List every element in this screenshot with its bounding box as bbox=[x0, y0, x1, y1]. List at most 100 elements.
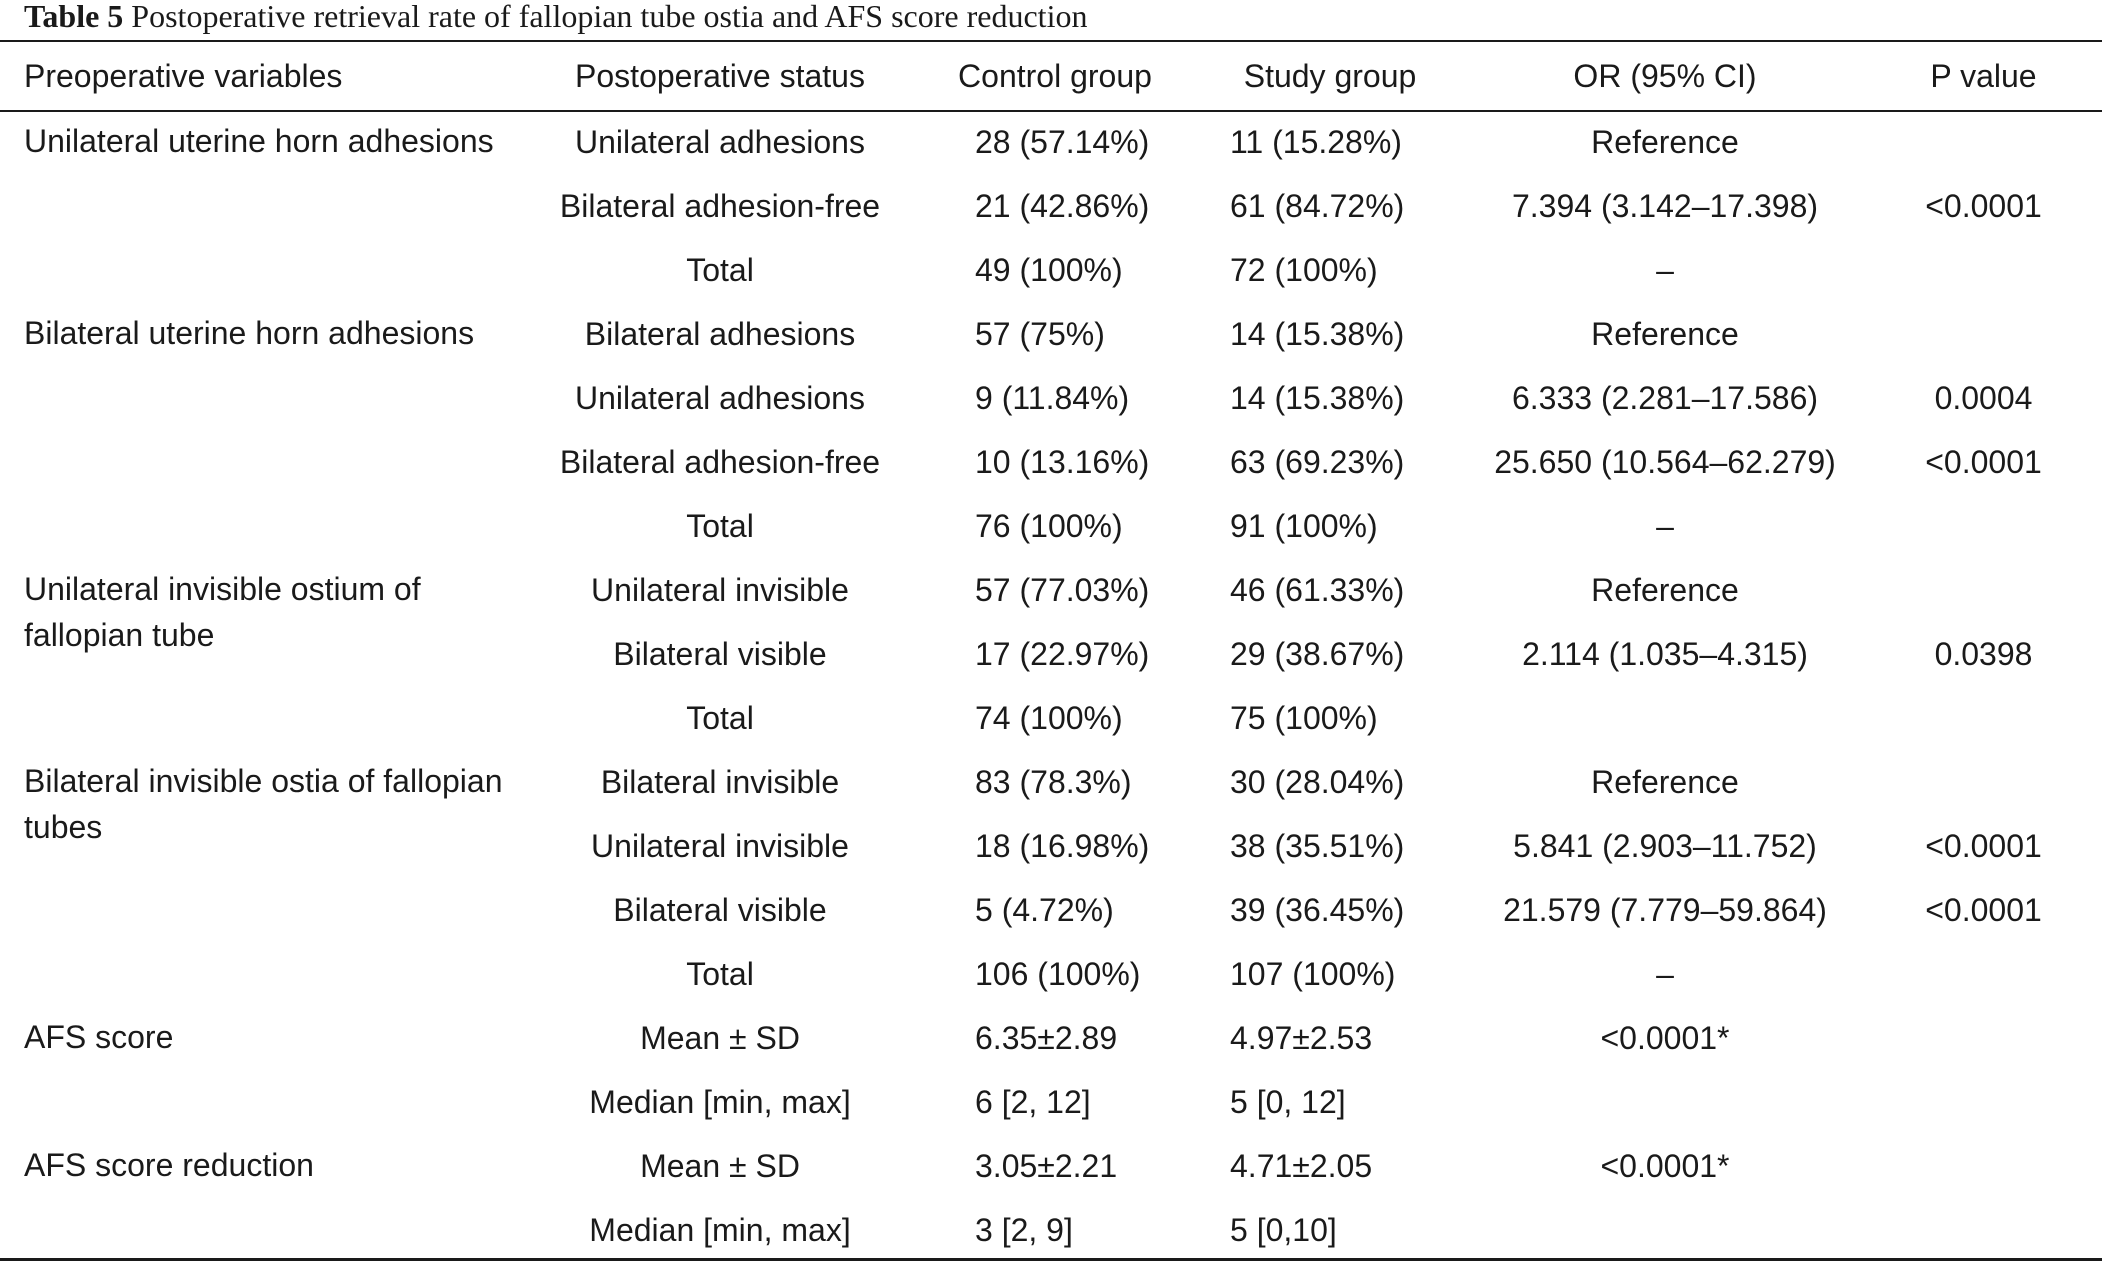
column-header-study-group: Study group bbox=[1243, 57, 1417, 94]
postoperative-status-cell: Bilateral adhesion-free bbox=[559, 187, 881, 224]
table-row: Bilateral adhesion-free 10 (13.16%) 63 (69… bbox=[0, 430, 2102, 494]
table-row: AFS score reduction Mean ± SD 3.05±2.21 4.7… bbox=[0, 1134, 2102, 1198]
odds-ratio-cell: Reference bbox=[1591, 763, 1739, 800]
table-row: Total 76 (100%) 91 (100%) – bbox=[0, 494, 2102, 558]
table-row: Bilateral adhesion-free 21 (42.86%) 61 (84… bbox=[0, 174, 2102, 238]
odds-ratio-cell: <0.0001* bbox=[1600, 1147, 1730, 1184]
postoperative-status-cell: Mean ± SD bbox=[640, 1147, 800, 1184]
postoperative-status-cell: Median [min, max] bbox=[589, 1211, 851, 1248]
table-header: Preoperative variables Postoperative sta… bbox=[0, 42, 2102, 110]
postoperative-status-cell: Bilateral invisible bbox=[600, 763, 840, 800]
table-row: Total 74 (100%) 75 (100%) bbox=[0, 686, 2102, 750]
table-body: Unilateral uterine horn adhesions Unilate… bbox=[0, 110, 2102, 1262]
control-group-cell: 57 (75%) bbox=[975, 315, 1105, 352]
p-value-cell: <0.0001 bbox=[1925, 827, 2042, 864]
header-rule bbox=[0, 110, 2102, 112]
p-value-cell bbox=[1865, 110, 2102, 174]
control-group-cell: 6.35±2.89 bbox=[975, 1019, 1118, 1056]
table-row: Unilateral adhesions 9 (11.84%) 14 (15.38%… bbox=[0, 366, 2102, 430]
table-caption: Table 5 Postoperative retrieval rate of … bbox=[24, 0, 1087, 38]
preoperative-variable-cell: Bilateral invisible ostia of fallopian t… bbox=[24, 763, 503, 845]
table-row: Median [min, max] 3 [2, 9] 5 [0,10] bbox=[0, 1198, 2102, 1262]
odds-ratio-cell: Reference bbox=[1591, 315, 1739, 352]
postoperative-status-cell: Unilateral invisible bbox=[591, 571, 849, 608]
table-caption-text: Postoperative retrieval rate of fallopia… bbox=[131, 0, 1088, 34]
postoperative-status-cell: Bilateral adhesion-free bbox=[559, 443, 881, 480]
study-group-cell: 4.97±2.53 bbox=[1230, 1019, 1373, 1056]
p-value-cell: <0.0001 bbox=[1925, 187, 2042, 224]
p-value-cell: <0.0001 bbox=[1925, 443, 2042, 480]
odds-ratio-cell: Reference bbox=[1591, 571, 1739, 608]
p-value-cell bbox=[1865, 686, 2102, 750]
study-group-cell: 61 (84.72%) bbox=[1230, 187, 1405, 224]
p-value-cell bbox=[1865, 238, 2102, 302]
control-group-cell: 21 (42.86%) bbox=[975, 187, 1150, 224]
preoperative-variable-cell: Unilateral invisible ostium of fallopian… bbox=[24, 571, 421, 653]
postoperative-status-cell: Total bbox=[686, 507, 754, 544]
control-group-cell: 10 (13.16%) bbox=[975, 443, 1150, 480]
study-group-cell: 63 (69.23%) bbox=[1230, 443, 1405, 480]
p-value-cell: <0.0001 bbox=[1925, 891, 2042, 928]
odds-ratio-cell: Reference bbox=[1591, 123, 1739, 160]
study-group-cell: 29 (38.67%) bbox=[1230, 635, 1405, 672]
control-group-cell: 18 (16.98%) bbox=[975, 827, 1150, 864]
control-group-cell: 3 [2, 9] bbox=[975, 1211, 1073, 1248]
postoperative-status-cell: Unilateral adhesions bbox=[575, 123, 865, 160]
control-group-cell: 3.05±2.21 bbox=[975, 1147, 1118, 1184]
column-header-preoperative-variables: Preoperative variables bbox=[24, 57, 343, 94]
table-row: Total 49 (100%) 72 (100%) – bbox=[0, 238, 2102, 302]
study-group-cell: 5 [0, 12] bbox=[1230, 1083, 1346, 1120]
study-group-cell: 107 (100%) bbox=[1230, 955, 1396, 992]
table-row: Unilateral invisible ostium of fallopian… bbox=[0, 558, 2102, 653]
control-group-cell: 17 (22.97%) bbox=[975, 635, 1150, 672]
preoperative-variable-cell: Unilateral uterine horn adhesions bbox=[24, 123, 494, 159]
column-header-postoperative-status: Postoperative status bbox=[575, 57, 865, 94]
p-value-cell: 0.0004 bbox=[1934, 379, 2033, 416]
p-value-cell bbox=[1865, 302, 2102, 366]
postoperative-status-cell: Unilateral adhesions bbox=[575, 379, 865, 416]
column-header-or-95-ci: OR (95% CI) bbox=[1573, 57, 1757, 94]
p-value-cell bbox=[1865, 1134, 2102, 1198]
postoperative-status-cell: Median [min, max] bbox=[589, 1083, 851, 1120]
study-group-cell: 5 [0,10] bbox=[1230, 1211, 1337, 1248]
table-row: Bilateral uterine horn adhesions Bilatera… bbox=[0, 302, 2102, 366]
top-rule bbox=[0, 40, 2102, 42]
table-row: Total 106 (100%) 107 (100%) – bbox=[0, 942, 2102, 1006]
p-value-cell bbox=[1865, 1070, 2102, 1134]
odds-ratio-cell: – bbox=[1656, 955, 1674, 992]
control-group-cell: 76 (100%) bbox=[975, 507, 1123, 544]
control-group-cell: 6 [2, 12] bbox=[975, 1083, 1091, 1120]
odds-ratio-cell: – bbox=[1656, 507, 1674, 544]
table-row: Median [min, max] 6 [2, 12] 5 [0, 12] bbox=[0, 1070, 2102, 1134]
odds-ratio-cell: <0.0001* bbox=[1600, 1019, 1730, 1056]
p-value-cell bbox=[1865, 942, 2102, 1006]
table-row: Bilateral invisible ostia of fallopian t… bbox=[0, 750, 2102, 845]
odds-ratio-cell: 5.841 (2.903–11.752) bbox=[1513, 827, 1817, 864]
postoperative-status-cell: Total bbox=[686, 955, 754, 992]
control-group-cell: 106 (100%) bbox=[975, 955, 1141, 992]
control-group-cell: 28 (57.14%) bbox=[975, 123, 1150, 160]
control-group-cell: 9 (11.84%) bbox=[975, 379, 1130, 416]
study-group-cell: 14 (15.38%) bbox=[1230, 379, 1405, 416]
odds-ratio-cell: 2.114 (1.035–4.315) bbox=[1522, 635, 1808, 672]
odds-ratio-cell bbox=[1465, 1070, 1865, 1134]
table-row: Unilateral uterine horn adhesions Unilate… bbox=[0, 110, 2102, 174]
table-row: Bilateral visible 5 (4.72%) 39 (36.45%) 21.… bbox=[0, 878, 2102, 942]
postoperative-status-cell: Mean ± SD bbox=[640, 1019, 800, 1056]
odds-ratio-cell: 6.333 (2.281–17.586) bbox=[1511, 379, 1819, 416]
control-group-cell: 57 (77.03%) bbox=[975, 571, 1150, 608]
table-caption-label: Table 5 bbox=[24, 0, 124, 34]
postoperative-status-cell: Total bbox=[686, 699, 754, 736]
p-value-cell bbox=[1865, 494, 2102, 558]
odds-ratio-cell: 21.579 (7.779–59.864) bbox=[1503, 891, 1827, 928]
odds-ratio-cell: – bbox=[1656, 251, 1674, 288]
postoperative-status-cell: Bilateral visible bbox=[613, 635, 827, 672]
study-group-cell: 38 (35.51%) bbox=[1230, 827, 1405, 864]
p-value-cell bbox=[1865, 558, 2102, 622]
control-group-cell: 74 (100%) bbox=[975, 699, 1123, 736]
table-row: Bilateral visible 17 (22.97%) 29 (38.67%) 2… bbox=[0, 622, 2102, 686]
postoperative-status-cell: Unilateral invisible bbox=[591, 827, 849, 864]
column-header-p-value: P value bbox=[1930, 57, 2037, 94]
postoperative-status-cell: Bilateral visible bbox=[613, 891, 827, 928]
preoperative-variable-cell: AFS score reduction bbox=[24, 1147, 314, 1183]
